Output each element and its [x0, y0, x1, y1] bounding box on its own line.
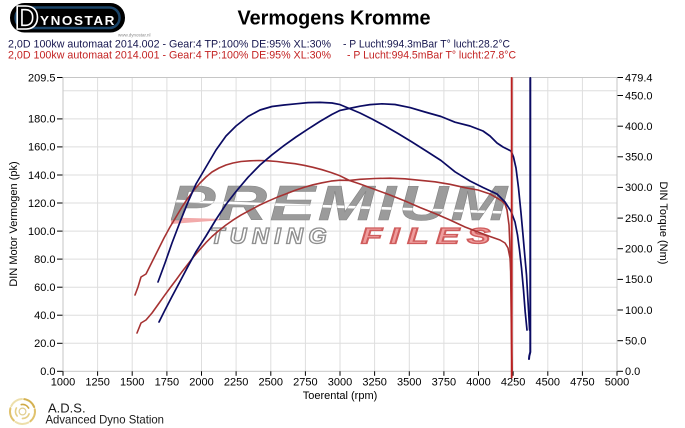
svg-text:1250: 1250	[85, 376, 109, 388]
svg-text:80.0: 80.0	[34, 254, 55, 266]
svg-text:Vermogens Kromme: Vermogens Kromme	[238, 8, 431, 30]
svg-text:- P Lucht:994.3mBar T° lucht:2: - P Lucht:994.3mBar T° lucht:28.2°C	[343, 39, 510, 51]
svg-text:479.4: 479.4	[625, 72, 653, 84]
svg-text:250.0: 250.0	[625, 213, 653, 225]
svg-text:4250: 4250	[501, 376, 525, 388]
svg-text:DIN Torque (Nm): DIN Torque (Nm)	[657, 182, 669, 265]
svg-text:Toerental (rpm): Toerental (rpm)	[303, 390, 378, 402]
svg-text:3750: 3750	[432, 376, 456, 388]
svg-text:160.0: 160.0	[28, 142, 56, 154]
svg-text:4750: 4750	[570, 376, 594, 388]
svg-text:450.0: 450.0	[625, 90, 653, 102]
svg-text:400.0: 400.0	[625, 121, 653, 133]
svg-text:Advanced Dyno Station: Advanced Dyno Station	[46, 413, 165, 427]
svg-text:2000: 2000	[189, 376, 213, 388]
svg-text:- P Lucht:994.5mBar T° lucht:2: - P Lucht:994.5mBar T° lucht:27.8°C	[347, 50, 516, 62]
svg-text:FILES: FILES	[361, 224, 498, 249]
svg-text:300.0: 300.0	[625, 182, 653, 194]
svg-text:2500: 2500	[259, 376, 283, 388]
svg-text:4500: 4500	[536, 376, 560, 388]
svg-text:2,0D 100kw automaat 2014.001 -: 2,0D 100kw automaat 2014.001 - Gear:4 TP…	[8, 50, 331, 62]
svg-text:20.0: 20.0	[34, 338, 55, 350]
svg-text:1750: 1750	[155, 376, 179, 388]
svg-text:180.0: 180.0	[28, 114, 56, 126]
svg-text:www.dynostar.nl: www.dynostar.nl	[118, 33, 151, 38]
svg-text:50.0: 50.0	[625, 336, 646, 348]
svg-text:140.0: 140.0	[28, 170, 56, 182]
svg-text:150.0: 150.0	[625, 274, 653, 286]
svg-text:D: D	[15, 0, 39, 36]
svg-text:1500: 1500	[120, 376, 144, 388]
svg-text:100.0: 100.0	[28, 226, 56, 238]
svg-text:2750: 2750	[293, 376, 317, 388]
svg-text:40.0: 40.0	[34, 310, 55, 322]
svg-text:3500: 3500	[397, 376, 421, 388]
svg-text:1000: 1000	[51, 376, 75, 388]
svg-text:350.0: 350.0	[625, 152, 653, 164]
svg-text:120.0: 120.0	[28, 198, 56, 210]
svg-text:209.5: 209.5	[28, 72, 56, 84]
svg-text:A.D.S.: A.D.S.	[48, 401, 86, 416]
svg-text:4000: 4000	[466, 376, 490, 388]
svg-text:PREMIUM: PREMIUM	[170, 177, 510, 231]
svg-text:100.0: 100.0	[625, 305, 653, 317]
svg-text:3250: 3250	[362, 376, 386, 388]
svg-text:5000: 5000	[605, 376, 629, 388]
svg-text:2,0D 100kw automaat 2014.002 -: 2,0D 100kw automaat 2014.002 - Gear:4 TP…	[8, 39, 331, 51]
svg-text:60.0: 60.0	[34, 282, 55, 294]
svg-text:TUNING: TUNING	[210, 224, 332, 249]
svg-text:YNOSTAR: YNOSTAR	[40, 13, 116, 28]
svg-text:DIN Motor Vermogen (pk): DIN Motor Vermogen (pk)	[8, 161, 20, 286]
svg-text:2250: 2250	[224, 376, 248, 388]
svg-text:3000: 3000	[328, 376, 352, 388]
svg-text:0.0: 0.0	[625, 366, 640, 378]
svg-text:0.0: 0.0	[40, 366, 55, 378]
svg-text:200.0: 200.0	[625, 244, 653, 256]
